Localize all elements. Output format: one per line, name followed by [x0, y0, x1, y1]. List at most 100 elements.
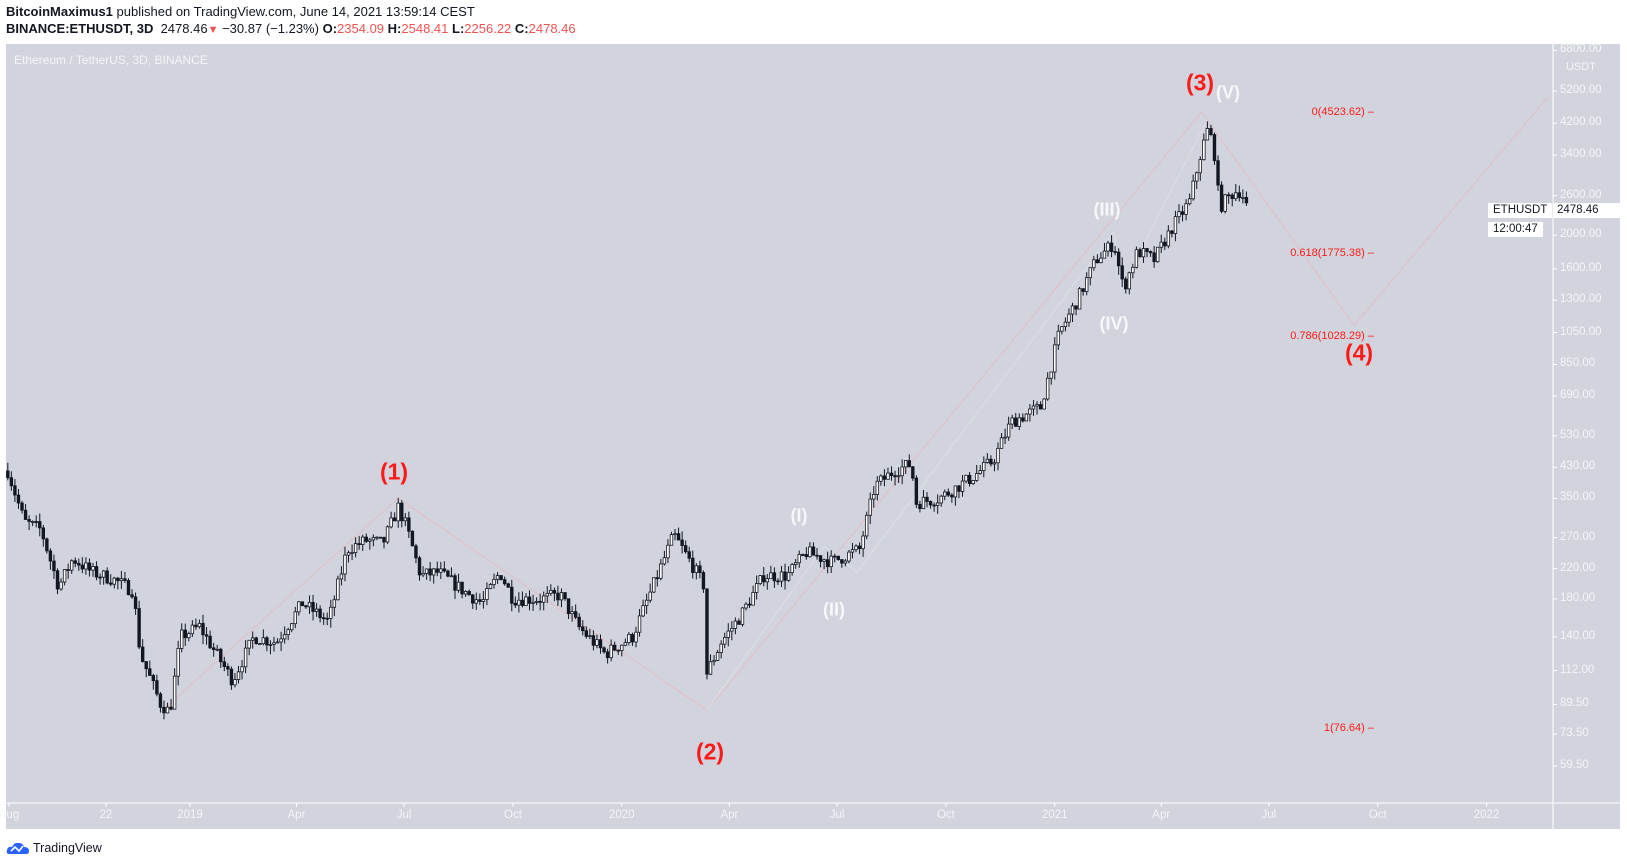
candle-down — [183, 629, 187, 639]
close-value: 2478.46 — [528, 21, 576, 36]
candle-down — [204, 634, 209, 637]
candle-up — [673, 533, 677, 536]
candle-up — [1017, 417, 1021, 427]
candle-up — [492, 578, 496, 585]
price-axis-label: 1050.00 — [1560, 325, 1602, 338]
candle-up — [485, 588, 489, 600]
fib-level-label: 0.618(1775.38) – — [1290, 247, 1374, 260]
elliott-subwave-line — [706, 119, 1208, 711]
candle-up — [652, 577, 656, 593]
candle-up — [648, 591, 652, 601]
candle-up — [559, 592, 564, 601]
high-value: 2548.41 — [401, 21, 449, 36]
candle-down — [1116, 251, 1121, 267]
candle-up — [904, 460, 908, 468]
candle-down — [442, 568, 447, 572]
candle-up — [793, 562, 798, 565]
chart-pane[interactable]: Ethereum / TetherUS, 3D, BINANCE 6800.00… — [0, 43, 1621, 829]
candle-down — [126, 580, 131, 596]
candle-down — [219, 648, 223, 663]
candle-up — [1049, 371, 1053, 379]
candle-down — [201, 622, 205, 636]
price-axis-label: 850.00 — [1560, 357, 1596, 370]
candle-down — [144, 661, 148, 670]
candle-up — [570, 611, 574, 615]
candle-down — [1180, 211, 1185, 215]
candle-down — [1095, 259, 1100, 264]
candle-up — [935, 502, 940, 506]
price-chart[interactable] — [6, 44, 1620, 829]
candle-up — [669, 534, 674, 546]
candle-down — [77, 562, 81, 566]
candle-up — [279, 638, 283, 643]
candle-up — [1184, 203, 1188, 215]
candle-up — [258, 643, 262, 646]
candle-up — [389, 517, 393, 528]
candle-down — [208, 635, 212, 649]
candle-down — [471, 594, 475, 604]
candle-down — [123, 578, 127, 581]
candle-down — [801, 554, 805, 556]
price-axis-label: 430.00 — [1560, 460, 1596, 473]
candle-down — [957, 485, 961, 492]
candle-down — [563, 592, 567, 600]
candle-up — [1060, 326, 1064, 332]
candle-up — [396, 502, 400, 522]
candle-down — [435, 568, 439, 573]
candle-down — [989, 458, 993, 465]
candle-down — [1170, 230, 1174, 234]
candle-down — [1021, 417, 1025, 422]
candle-up — [1198, 159, 1202, 174]
subwave-label-i: (I) — [790, 505, 808, 526]
candle-up — [1187, 198, 1192, 205]
candle-down — [612, 644, 617, 651]
candle-up — [368, 539, 372, 542]
candle-down — [1124, 278, 1128, 290]
candle-up — [495, 575, 500, 580]
time-axis-label: Oct — [504, 809, 522, 821]
tradingview-cloud-icon — [6, 842, 29, 854]
candle-up — [609, 644, 613, 659]
open-value: 2354.09 — [337, 21, 385, 36]
candle-up — [336, 578, 340, 601]
candle-down — [467, 591, 471, 596]
candle-down — [925, 496, 929, 502]
candle-up — [243, 647, 248, 668]
candle-down — [1148, 251, 1153, 254]
candle-up — [864, 514, 869, 537]
candle-up — [30, 521, 35, 523]
candle-down — [41, 527, 46, 540]
candle-down — [502, 579, 507, 585]
candle-up — [637, 615, 642, 633]
price-axis-label: 140.00 — [1560, 629, 1596, 642]
candle-up — [524, 596, 528, 606]
candle-down — [598, 639, 603, 649]
tradingview-logo[interactable]: TradingView — [6, 840, 102, 856]
candle-up — [463, 591, 468, 595]
candle-up — [627, 634, 631, 644]
candle-up — [59, 581, 63, 590]
candle-up — [985, 458, 990, 463]
candle-down — [1226, 194, 1231, 197]
candle-down — [1145, 248, 1149, 252]
candle-up — [385, 526, 390, 543]
candle-down — [94, 566, 99, 578]
candle-down — [116, 577, 120, 582]
candle-down — [133, 596, 138, 609]
fib-level-label: 1(76.64) – — [1323, 721, 1374, 734]
candle-up — [879, 475, 883, 482]
candle-up — [346, 552, 351, 556]
wave-label-2: (2) — [695, 738, 725, 765]
candle-down — [478, 599, 482, 602]
candle-up — [62, 569, 67, 583]
candle-down — [1237, 192, 1242, 198]
candle-up — [644, 599, 649, 607]
candle-up — [403, 517, 408, 522]
candle-down — [392, 517, 397, 522]
author-name[interactable]: BitcoinMaximus1 — [6, 4, 113, 19]
price-change: −30.87 (−1.23%) — [222, 21, 319, 36]
candle-up — [754, 583, 759, 593]
candle-up — [307, 601, 312, 608]
candle-down — [630, 634, 635, 643]
candle-up — [797, 554, 801, 564]
